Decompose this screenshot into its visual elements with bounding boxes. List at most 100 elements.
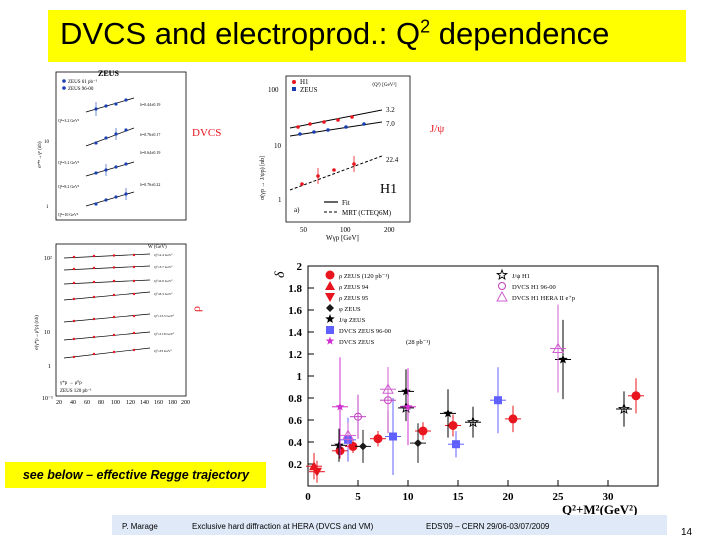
svg-text:20: 20	[56, 400, 62, 406]
svg-text:Q²=13.5 GeV²: Q²=13.5 GeV²	[154, 314, 174, 318]
h1-ytick-100: 100	[268, 86, 279, 94]
legend-rho-zeus120: ρ ZEUS (120 pb⁻¹)	[339, 273, 389, 280]
jpsi-label: J/ψ	[430, 123, 444, 135]
legend-rho-zeus94: ρ ZEUS 94	[339, 284, 369, 291]
delta-chart-panel: δ Q²+M²(GeV²) 0.2 0.4 0.6 0.8 1 1.2 1.4 1.6 1.8 2…	[266, 258, 668, 520]
h1-mrt-label: MRT (CTEQ6M)	[342, 209, 392, 217]
h1-ytick-10: 10	[274, 142, 282, 150]
h1-legend-zeus: ZEUS	[300, 86, 318, 94]
zeus-title: ZEUS	[98, 69, 119, 78]
svg-text:140: 140	[140, 400, 149, 406]
legend-marker-left	[325, 336, 335, 345]
h1-ytick-1: 1	[278, 196, 282, 204]
legend-marker-left	[325, 270, 335, 280]
svg-text:Q²=6.0 GeV²: Q²=6.0 GeV²	[154, 279, 172, 283]
h1-jpsi-panel: σ(γp → J/ψp) [nb] 100 10 1 50 100 200 Wγ…	[254, 72, 464, 242]
svg-text:160: 160	[154, 400, 163, 406]
h1-q2-2: 7.0	[386, 120, 395, 128]
legend-marker-right	[498, 282, 506, 290]
h1-q2-header: ⟨Q²⟩ [GeV²]	[372, 82, 397, 88]
svg-text:80: 80	[98, 400, 104, 406]
zeus-delta-1: δ=0.44±0.19	[140, 102, 160, 107]
rho-ytick-01: 10⁻¹	[42, 396, 53, 402]
svg-text:Q²=21.8 GeV²: Q²=21.8 GeV²	[154, 332, 174, 336]
rho-ytick-100: 10²	[44, 256, 52, 262]
x-tick-label: 10	[403, 491, 415, 503]
rho-ytick-1: 1	[48, 364, 51, 370]
legend-dvcs-zeus: DVCS ZEUS	[339, 339, 375, 346]
data-point-circle-open	[354, 412, 362, 421]
svg-text:200: 200	[181, 400, 190, 406]
rho-ytick-10: 10	[44, 330, 50, 336]
zeus-q2-3: Q²=8.2 GeV²	[58, 184, 80, 189]
x-tick-label: 30	[603, 491, 615, 503]
y-tick-label: 1	[297, 371, 303, 383]
y-tick-label: 0.6	[288, 415, 302, 427]
data-point-triangle-down	[312, 467, 322, 477]
h1-xlabel: Wγp [GeV]	[326, 234, 359, 242]
x-tick-label: 25	[553, 491, 565, 503]
zeus-dvcs-plot: ZEUS ZEUS 61 pb⁻¹ ZEUS 96-00 σˠ*ᵖ→γᵖ (nb…	[38, 69, 221, 221]
legend-marker-left	[325, 293, 335, 302]
data-point-square	[452, 440, 460, 449]
data-point-circle	[348, 441, 358, 451]
y-tick-label: 0.8	[288, 393, 302, 405]
data-point-circle	[448, 421, 458, 430]
rho-label: ρ	[189, 306, 203, 312]
h1-ylabel: σ(γp → J/ψp) [nb]	[259, 156, 266, 200]
data-point-circle	[508, 414, 518, 424]
zeus-q2-2: Q²=5.2 GeV²	[58, 160, 80, 165]
zeus-q2-rows	[85, 97, 135, 207]
data-point-star-open	[466, 415, 480, 428]
data-point-diamond	[359, 442, 367, 451]
h1-panel-tag: a)	[294, 206, 300, 214]
x-tick-label: 5	[355, 491, 361, 503]
y-tick-label: 1.4	[288, 327, 302, 339]
data-point-triangle-open	[342, 429, 354, 440]
data-point-star-magenta	[403, 402, 413, 411]
y-tick-label: 1.8	[288, 283, 302, 295]
h1-q2-1: 3.2	[386, 106, 395, 114]
legend-marker-right	[496, 290, 508, 302]
zeus-dvcs-panel: ZEUS ZEUS 61 pb⁻¹ ZEUS 96-00 σˠ*ᵖ→γᵖ (nb…	[34, 68, 264, 234]
h1-xtick-200: 200	[384, 226, 395, 234]
delta-ylabel: δ	[273, 271, 288, 278]
svg-text:Q²=33 GeV²: Q²=33 GeV²	[154, 349, 172, 353]
legend-dvcs-zeus-9600: DVCS ZEUS 96-00	[339, 328, 391, 335]
rho-xticks: 20 40 60 80 100 120 140 160 180 200	[56, 400, 190, 406]
data-point-diamond	[414, 439, 422, 448]
zeus-rho-panel: σ(γ*p→ρ⁰p) (nb) 10² 10 1 10⁻¹ 20 40 60 8…	[30, 240, 210, 416]
data-point-triangle-open	[382, 383, 394, 394]
legend-marker-left	[325, 281, 335, 290]
svg-text:Q²=8.3 GeV²: Q²=8.3 GeV²	[154, 292, 172, 296]
svg-text:100: 100	[111, 400, 120, 406]
data-point-square	[389, 432, 397, 441]
delta-xlabel: Q²+M²(GeV²)	[562, 502, 637, 517]
zeus-legend-1: ZEUS 61 pb⁻¹	[68, 79, 98, 85]
data-point-star-filled	[443, 408, 453, 418]
rho-legend-1: γ*p → ρ⁰p	[60, 380, 82, 386]
x-tick-label: 15	[453, 491, 465, 503]
dvcs-label: DVCS	[192, 127, 221, 139]
rho-xlabel: W (GeV)	[148, 245, 167, 250]
svg-text:120: 120	[126, 400, 135, 406]
zeus-q2-4: Q²=10 GeV²	[58, 212, 79, 217]
zeus-delta-3: δ=0.64±0.19	[140, 150, 160, 155]
data-point-star-filled	[558, 354, 568, 364]
rho-legend-2: ZEUS 120 pb⁻¹	[60, 388, 92, 394]
zeus-q2-1: Q²=3.2 GeV²	[58, 118, 80, 123]
zeus-ytick-10: 10	[44, 140, 50, 145]
zeus-delta-2: δ=0.76±0.17	[140, 132, 160, 137]
zeus-ytick-1: 1	[46, 205, 49, 210]
data-point-star-filled	[334, 440, 344, 450]
legend-dvcs-h1-hera2: DVCS H1 HERA II e⁺p	[512, 295, 575, 302]
rho-q2-labels: Q²=2.4 GeV² Q²=3.7 GeV² Q²=6.0 GeV² Q²=8…	[154, 253, 174, 353]
h1-points	[296, 115, 366, 186]
footer-bar	[112, 515, 667, 535]
slide-title: DVCS and electroprod.: Q2 dependence	[60, 16, 610, 51]
legend-marker-left	[326, 304, 334, 312]
data-point-star-open	[617, 402, 631, 415]
rho-ylabel: σ(γ*p→ρ⁰p) (nb)	[34, 315, 40, 350]
h1-xtick-100: 100	[340, 226, 351, 234]
footer-author: P. Marage	[122, 522, 158, 531]
